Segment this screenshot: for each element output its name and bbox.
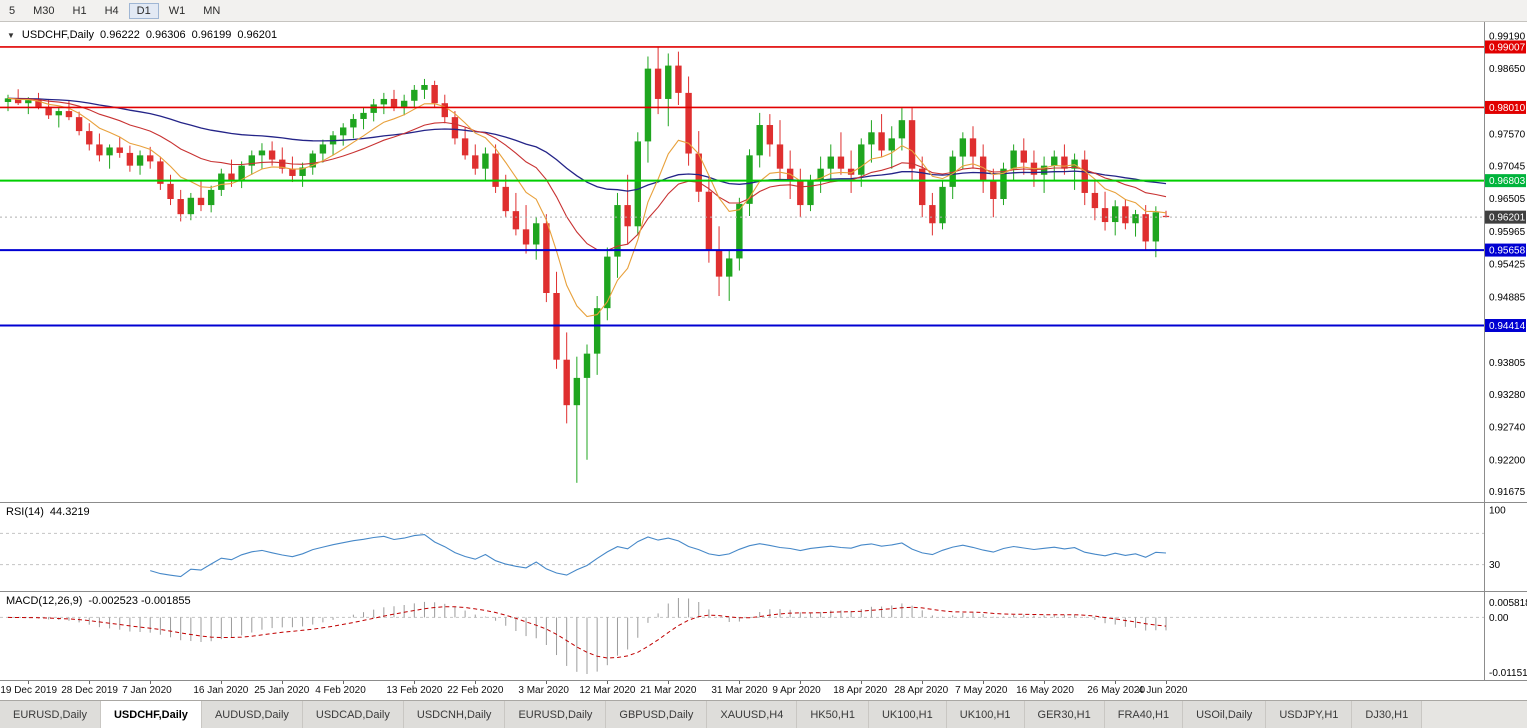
price-tick-label: 0.92200: [1489, 455, 1526, 466]
rsi-value: 44.3219: [49, 506, 90, 518]
chart-tabbar: EURUSD,Daily USDCHF,Daily AUDUSD,Daily USDC…: [0, 700, 1527, 728]
timeframe-button-mn[interactable]: MN: [203, 4, 221, 17]
chart-tab-eurusd-daily[interactable]: EURUSD,Daily: [0, 701, 101, 728]
price-badge-label: 0.95658: [1489, 246, 1526, 257]
date-label: 9 Apr 2020: [772, 685, 821, 696]
chart-tab-eurusd-daily[interactable]: EURUSD,Daily: [505, 701, 607, 728]
date-label: 22 Feb 2020: [447, 685, 504, 696]
price-badge-label: 0.98010: [1489, 103, 1526, 114]
timeframe-toolbar: 5 M30 H1 H4 D1 W1 MN: [0, 0, 1527, 22]
timeframe-button-h1[interactable]: H1: [72, 4, 87, 17]
time-axis[interactable]: 19 Dec 2019 28 Dec 2019 7 Jan 2020 16 Jan 2…: [0, 681, 1527, 700]
timeframe-button-w1[interactable]: W1: [168, 4, 186, 17]
price-tick-label: 0.99190: [1489, 31, 1526, 42]
date-label: 28 Dec 2019: [61, 685, 118, 696]
ma-slow-line: [7, 97, 1167, 192]
date-label: 21 Mar 2020: [640, 685, 697, 696]
price-tick-label: 0.93280: [1489, 390, 1526, 401]
price-badge-label: 0.99007: [1489, 42, 1526, 53]
date-label: 16 Jan 2020: [193, 685, 249, 696]
date-label: 4 Feb 2020: [315, 685, 366, 696]
date-label: 3 Mar 2020: [518, 685, 569, 696]
macd-axis-zero: 0.00: [1489, 613, 1509, 624]
price-badge: [1485, 174, 1526, 188]
timeframe-button-d1[interactable]: D1: [128, 2, 159, 19]
chart-tab-uk100-h1[interactable]: UK100,H1: [868, 701, 947, 728]
ohlc-high: 0.96306: [145, 29, 186, 41]
price-badge: [1485, 210, 1526, 224]
price-tick-label: 0.91675: [1489, 487, 1526, 498]
price-badge: [1485, 40, 1526, 54]
chart-dropdown-icon[interactable]: ▼: [7, 30, 15, 40]
chart-tab-usdjpy-h1[interactable]: USDJPY,H1: [1266, 701, 1353, 728]
date-label: 19 Dec 2019: [0, 685, 58, 696]
chart-tab-usdcnh-daily[interactable]: USDCNH,Daily: [403, 701, 506, 728]
chart-tab-fra40-h1[interactable]: FRA40,H1: [1104, 701, 1184, 728]
price-tick-label: 0.96505: [1489, 194, 1526, 205]
ohlc-open: 0.96222: [100, 29, 140, 41]
price-tick-label: 0.97045: [1489, 161, 1526, 172]
macd-axis-max: 0.005818: [1489, 598, 1527, 609]
price-badge-label: 0.94414: [1489, 321, 1526, 332]
date-label: 16 May 2020: [1016, 685, 1074, 696]
price-badge: [1485, 100, 1526, 114]
chart-tab-usdchf-daily[interactable]: USDCHF,Daily: [100, 701, 202, 728]
date-label: 4 Jun 2020: [1138, 685, 1188, 696]
price-chart[interactable]: 0.99190 0.98650 0.97570 0.97045 0.96505 0.959…: [0, 22, 1527, 681]
price-badge-label: 0.96803: [1489, 176, 1526, 187]
chart-tab-usdcad-daily[interactable]: USDCAD,Daily: [302, 701, 404, 728]
date-label: 18 Apr 2020: [833, 685, 888, 696]
rsi-axis-label: 100: [1489, 506, 1506, 517]
date-label: 31 Mar 2020: [711, 685, 768, 696]
chart-tab-xauusd-h4[interactable]: XAUUSD,H4: [707, 701, 798, 728]
chart-tab-hk50-h1[interactable]: HK50,H1: [797, 701, 869, 728]
chart-header: ▼ USDCHF,Daily 0.96222 0.96306 0.96199 0…: [7, 29, 277, 41]
macd-signal-line: [7, 606, 1167, 659]
timeframe-button-m30[interactable]: M30: [33, 4, 55, 17]
rsi-line: [150, 534, 1167, 578]
price-tick-label: 0.95425: [1489, 260, 1526, 271]
macd-values: -0.002523 -0.001855: [88, 595, 191, 607]
timeframe-button-5[interactable]: 5: [9, 4, 16, 17]
chart-tab-audusd-daily[interactable]: AUDUSD,Daily: [201, 701, 303, 728]
date-label: 26 May 2020: [1087, 685, 1146, 696]
price-tick-label: 0.92740: [1489, 423, 1526, 434]
price-badge: [1485, 243, 1526, 257]
date-label: 7 May 2020: [955, 685, 1008, 696]
chart-tab-dj30-h1[interactable]: DJ30,H1: [1352, 701, 1423, 728]
chart-tab-usoil-daily[interactable]: USOil,Daily: [1183, 701, 1267, 728]
date-label: 28 Apr 2020: [894, 685, 949, 696]
price-tick-label: 0.95965: [1489, 227, 1526, 238]
rsi-name: RSI(14): [6, 506, 44, 518]
candlestick-series: [4, 46, 1170, 483]
chart-symbol-label: USDCHF,Daily: [21, 29, 95, 41]
date-label: 7 Jan 2020: [122, 685, 172, 696]
ma-fast-line: [7, 97, 1167, 318]
macd-histogram: [17, 598, 1167, 674]
macd-axis-min: -0.01151: [1489, 668, 1527, 679]
price-tick-label: 0.94885: [1489, 292, 1526, 303]
ohlc-low: 0.96199: [191, 29, 232, 41]
date-label: 25 Jan 2020: [254, 685, 310, 696]
moving-averages: [7, 97, 1167, 318]
price-badge: [1485, 319, 1526, 333]
chart-tab-uk100-h1[interactable]: UK100,H1: [946, 701, 1025, 728]
rsi-axis-label: 30: [1489, 560, 1501, 571]
macd-panel-label: MACD(12,26,9) -0.002523 -0.001855: [6, 595, 191, 607]
price-tick-label: 0.93805: [1489, 358, 1526, 369]
price-tick-label: 0.98650: [1489, 64, 1526, 75]
price-badge-label: 0.96201: [1489, 213, 1526, 224]
chart-tab-ger30-h1[interactable]: GER30,H1: [1024, 701, 1105, 728]
price-tick-label: 0.97570: [1489, 130, 1526, 141]
date-label: 12 Mar 2020: [579, 685, 636, 696]
date-label: 13 Feb 2020: [386, 685, 443, 696]
rsi-panel-label: RSI(14) 44.3219: [6, 506, 90, 518]
timeframe-button-h4[interactable]: H4: [104, 4, 119, 17]
macd-name: MACD(12,26,9): [6, 595, 83, 607]
ma-mid-line: [7, 97, 1167, 251]
chart-tab-gbpusd-daily[interactable]: GBPUSD,Daily: [606, 701, 708, 728]
ohlc-close: 0.96201: [237, 29, 278, 41]
